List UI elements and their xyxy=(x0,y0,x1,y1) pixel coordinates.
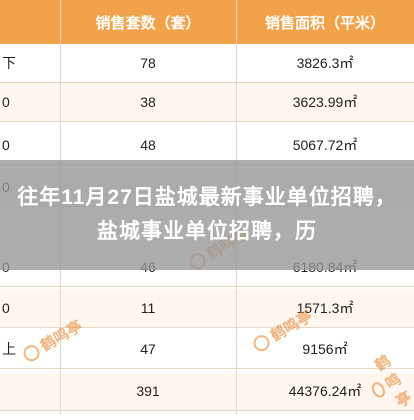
table-row: 上 47 9156㎡ xyxy=(0,330,414,369)
row-label: 0 xyxy=(2,300,10,316)
row-count: 11 xyxy=(140,300,156,316)
article-title[interactable]: 往年11月27日盐城最新事业单位招聘，盐城事业单位招聘，历 xyxy=(17,186,397,243)
row-count: 38 xyxy=(140,94,156,110)
table-row: 391 44376.24㎡ xyxy=(0,372,414,411)
column-header-label xyxy=(0,0,60,44)
row-area: 5067.72㎡ xyxy=(292,137,358,153)
row-area: 3826.3㎡ xyxy=(296,55,354,71)
table-row: 0 11 1571.3㎡ xyxy=(0,289,414,328)
row-label: 上 xyxy=(2,341,16,357)
row-count: 48 xyxy=(140,137,156,153)
table-row: 下 78 3826.3㎡ xyxy=(0,44,414,83)
row-count: 78 xyxy=(140,55,156,71)
row-area: 44376.24㎡ xyxy=(288,383,362,399)
row-area: 1571.3㎡ xyxy=(296,300,354,316)
article-title-banner[interactable]: 往年11月27日盐城最新事业单位招聘，盐城事业单位招聘，历 xyxy=(0,160,414,270)
row-label xyxy=(0,372,60,410)
row-count: 47 xyxy=(140,341,156,357)
row-label: 0 xyxy=(2,94,10,110)
row-label: 0 xyxy=(2,137,10,153)
table-row: 0 38 3623.99㎡ xyxy=(0,83,414,122)
column-header-sales-count: 销售套数（套） xyxy=(60,0,236,44)
row-count: 391 xyxy=(136,383,160,399)
row-label: 下 xyxy=(2,55,16,71)
column-header-sales-area: 销售面积（平米） xyxy=(236,0,414,44)
row-area: 3623.99㎡ xyxy=(292,94,358,110)
row-area: 9156㎡ xyxy=(302,341,348,357)
